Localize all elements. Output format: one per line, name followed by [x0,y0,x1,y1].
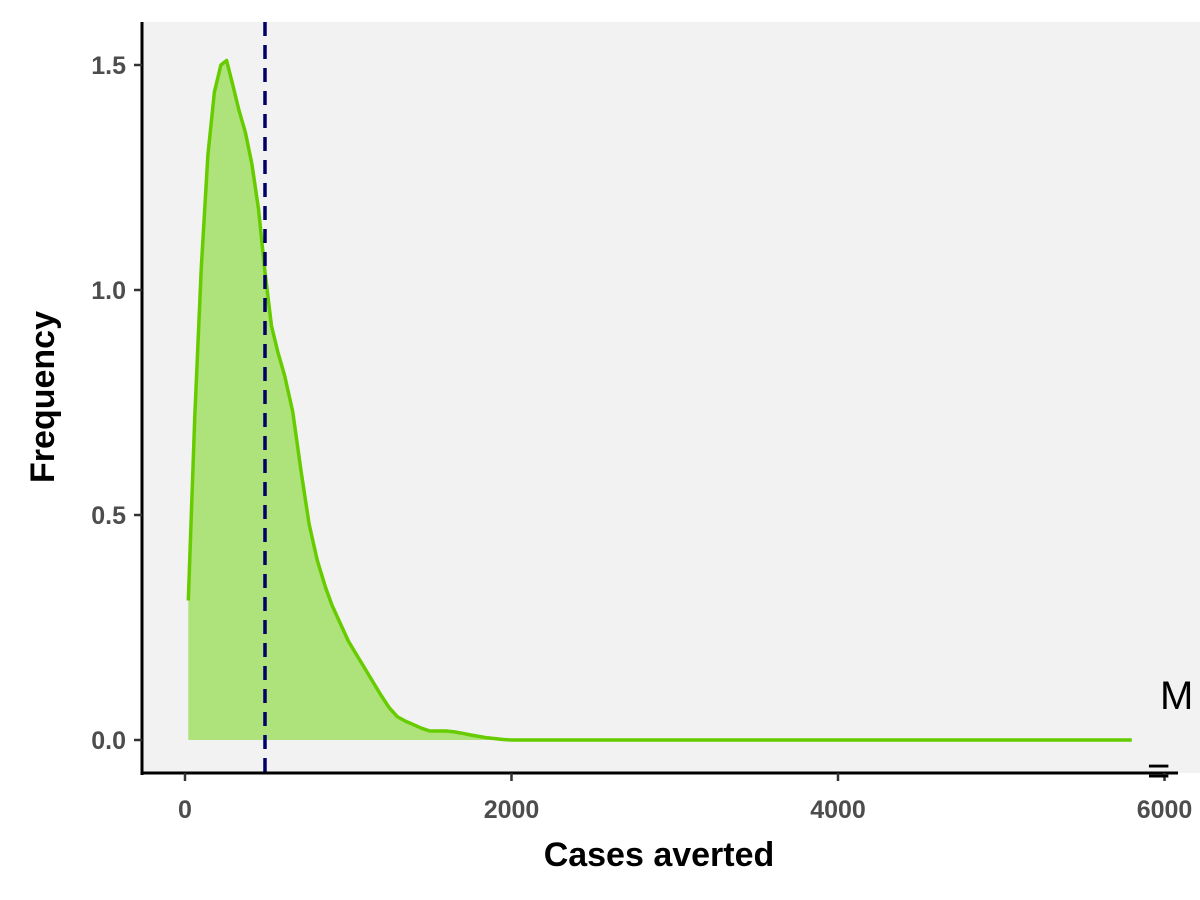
density-line [186,58,1132,742]
density-fill [188,60,1132,740]
y-tick-label: 1.5 [91,52,126,80]
y-tick-label: 0.5 [91,502,126,530]
annotation-equals: = [1147,749,1170,793]
x-tick-label: 2000 [484,796,540,824]
y-tick-label: 1.0 [91,277,126,305]
ticks-layer: 0 2000 4000 6000 0.0 0.5 1.0 1.5 [91,52,1192,824]
axes-layer [140,22,1178,775]
annotation-m: M [1160,674,1193,718]
x-tick-label: 4000 [810,796,866,824]
density-area-layer [186,58,1132,742]
x-tick-label: 6000 [1137,796,1193,824]
y-axis-title: Frequency [24,311,62,483]
y-tick-label: 0.0 [91,727,126,755]
x-tick-label: 0 [178,796,192,824]
x-axis-title: Cases averted [544,836,775,874]
